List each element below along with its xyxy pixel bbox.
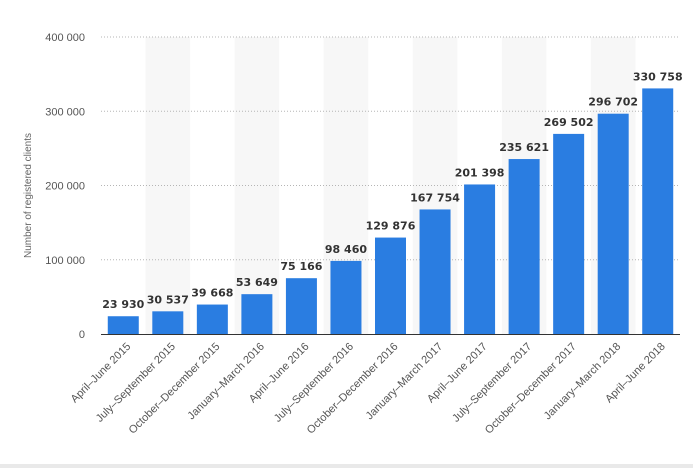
x-tick-label: October–December 2015	[127, 341, 223, 437]
data-label: 201 398	[455, 166, 505, 179]
bar	[597, 113, 629, 335]
bar	[107, 316, 139, 334]
bar	[464, 184, 496, 334]
bar	[508, 159, 540, 334]
x-tick-label: July–September 2015	[94, 341, 178, 425]
data-label: 330 758	[633, 70, 683, 83]
bar	[241, 294, 273, 334]
x-tick-label: July–September 2016	[272, 341, 356, 425]
data-label: 53 649	[236, 276, 278, 289]
y-tick-label: 300 000	[45, 106, 85, 118]
data-label: 129 876	[366, 220, 416, 233]
bar	[196, 304, 228, 334]
y-tick-label: 0	[79, 329, 85, 341]
y-axis-ticks: 0 100 000 200 000 300 000 400 000	[45, 32, 85, 341]
data-label: 98 460	[325, 243, 367, 256]
data-label: 167 754	[410, 191, 460, 204]
data-label: 75 166	[280, 260, 322, 273]
bar	[375, 237, 406, 334]
x-tick-label: July–September 2017	[450, 341, 534, 425]
y-tick-label: 400 000	[45, 32, 85, 44]
x-tick-label: October–December 2016	[305, 341, 401, 437]
x-tick-label: October–December 2017	[483, 341, 579, 437]
bottom-strip	[0, 464, 693, 468]
bar	[553, 133, 585, 334]
bar	[152, 311, 184, 334]
bar	[285, 278, 317, 334]
x-tick-label: January–March 2017	[364, 341, 446, 423]
x-tick-label: January–March 2016	[185, 341, 267, 423]
x-tick-label: January–March 2018	[542, 341, 624, 423]
data-label: 296 702	[588, 96, 638, 109]
y-tick-label: 100 000	[45, 255, 85, 267]
bar	[419, 209, 451, 334]
bar	[330, 260, 362, 334]
bars	[107, 88, 674, 335]
data-label: 269 502	[544, 116, 594, 129]
data-label: 30 537	[147, 293, 189, 306]
gridlines	[101, 36, 680, 261]
bar	[642, 88, 674, 334]
data-label: 23 930	[102, 298, 144, 311]
y-tick-label: 200 000	[45, 181, 85, 193]
y-axis-title: Number of registered clients	[23, 133, 34, 258]
data-label: 235 621	[499, 141, 549, 154]
data-label: 39 668	[191, 287, 233, 300]
